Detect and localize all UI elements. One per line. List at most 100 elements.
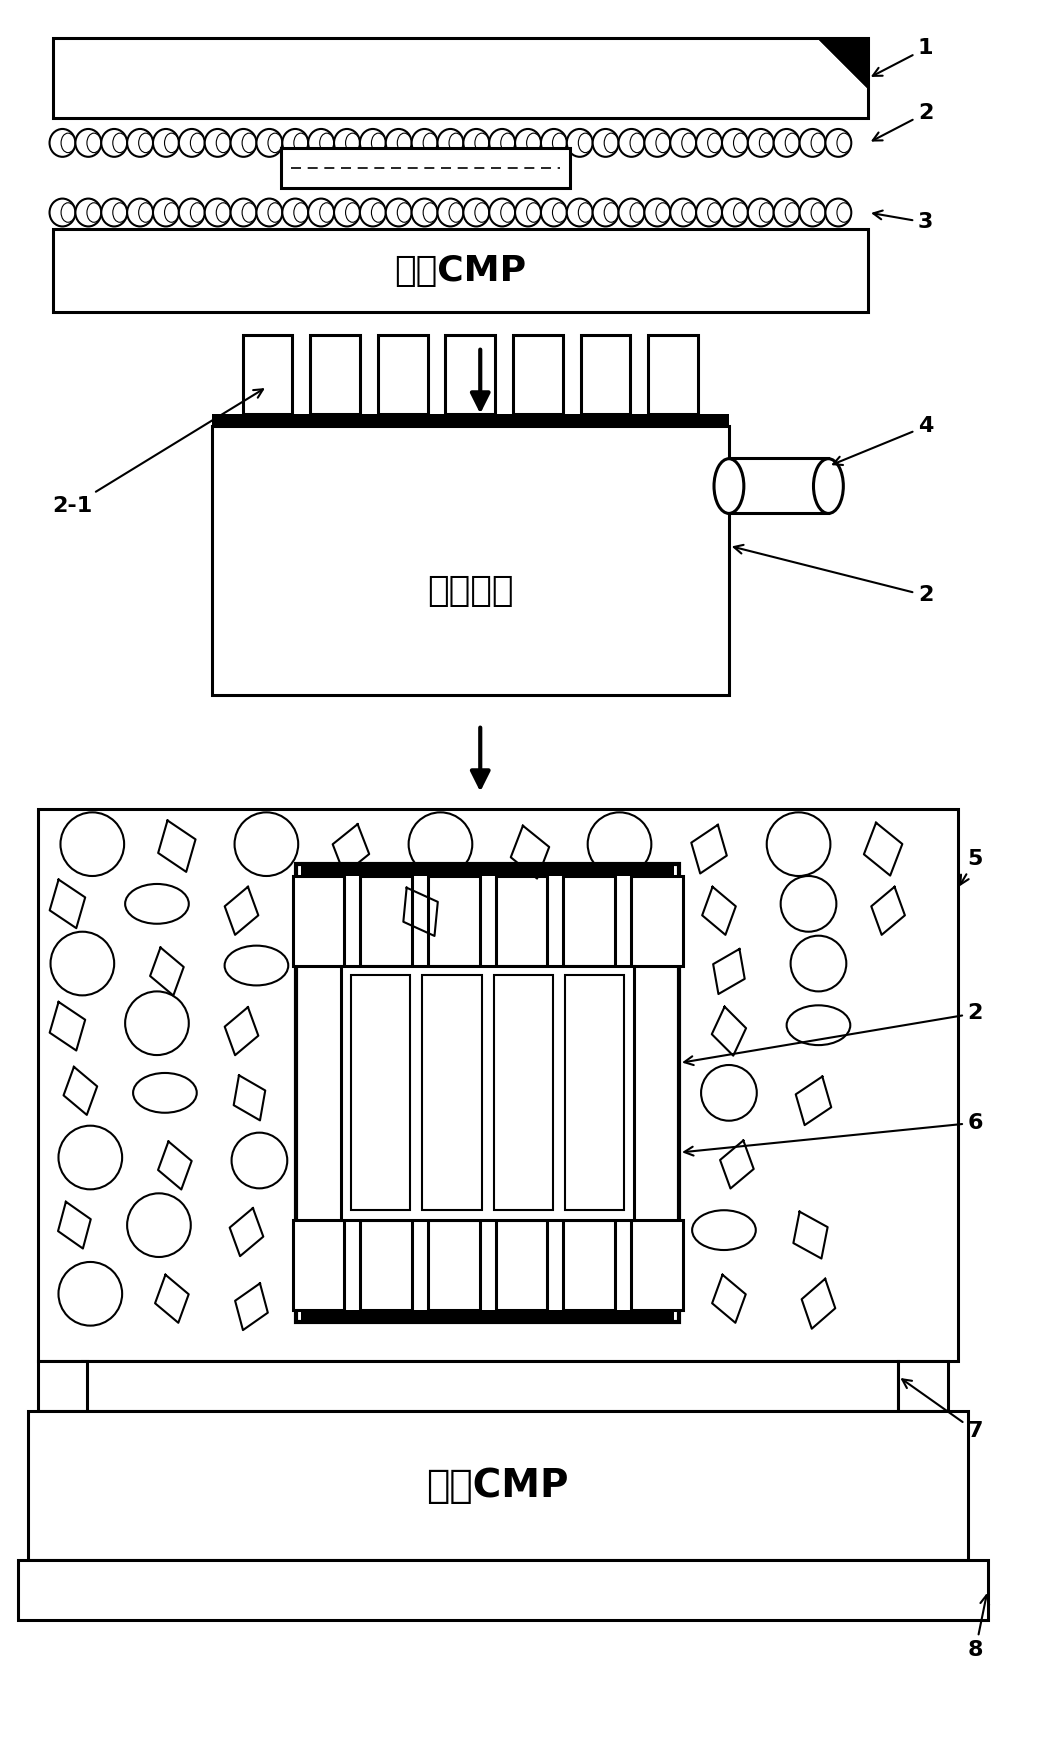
Ellipse shape (50, 130, 75, 156)
Ellipse shape (825, 130, 851, 156)
Ellipse shape (515, 130, 541, 156)
Bar (310, 335, 360, 414)
Ellipse shape (463, 130, 490, 156)
Ellipse shape (127, 130, 153, 156)
Ellipse shape (371, 203, 385, 223)
Ellipse shape (61, 133, 75, 153)
Ellipse shape (179, 130, 205, 156)
Ellipse shape (411, 130, 438, 156)
Ellipse shape (618, 130, 645, 156)
Ellipse shape (708, 133, 722, 153)
Ellipse shape (773, 130, 800, 156)
Ellipse shape (320, 203, 333, 223)
Bar (649, 335, 698, 414)
Ellipse shape (225, 945, 288, 986)
Ellipse shape (190, 203, 205, 223)
Text: 1: 1 (872, 39, 934, 75)
Text: 6: 6 (685, 1112, 983, 1156)
Ellipse shape (515, 198, 541, 226)
Bar (282, 147, 570, 188)
Ellipse shape (785, 203, 799, 223)
Ellipse shape (398, 133, 411, 153)
Bar (513, 335, 562, 414)
Ellipse shape (682, 203, 695, 223)
Ellipse shape (526, 133, 540, 153)
Ellipse shape (165, 133, 178, 153)
Ellipse shape (231, 130, 256, 156)
Bar (580, 335, 631, 414)
Ellipse shape (733, 133, 747, 153)
Text: 2: 2 (734, 545, 934, 605)
Bar (212, 426, 729, 695)
Ellipse shape (501, 203, 515, 223)
Ellipse shape (283, 130, 308, 156)
Ellipse shape (346, 203, 360, 223)
Bar (428, 1221, 480, 1310)
Ellipse shape (696, 198, 722, 226)
Bar (428, 875, 480, 965)
Ellipse shape (748, 130, 773, 156)
Ellipse shape (811, 203, 825, 223)
Ellipse shape (490, 130, 515, 156)
Ellipse shape (837, 133, 851, 153)
Bar (898, 1361, 947, 1412)
Ellipse shape (811, 133, 825, 153)
Ellipse shape (334, 198, 360, 226)
Ellipse shape (785, 133, 799, 153)
Ellipse shape (593, 198, 618, 226)
Bar (292, 875, 345, 965)
Ellipse shape (692, 1210, 755, 1251)
Ellipse shape (670, 130, 696, 156)
Circle shape (60, 812, 124, 875)
Ellipse shape (242, 203, 256, 223)
Ellipse shape (423, 203, 437, 223)
Ellipse shape (127, 198, 153, 226)
Polygon shape (819, 39, 868, 88)
Ellipse shape (645, 198, 670, 226)
Ellipse shape (475, 203, 488, 223)
Ellipse shape (113, 133, 127, 153)
Ellipse shape (256, 198, 283, 226)
Ellipse shape (526, 203, 540, 223)
Circle shape (51, 931, 114, 995)
Ellipse shape (490, 198, 515, 226)
Ellipse shape (813, 460, 843, 514)
Ellipse shape (449, 203, 463, 223)
Ellipse shape (787, 1005, 850, 1045)
Bar (361, 1221, 413, 1310)
Ellipse shape (304, 884, 368, 924)
Ellipse shape (541, 198, 567, 226)
Ellipse shape (760, 203, 773, 223)
Ellipse shape (138, 203, 153, 223)
Bar (729, 458, 828, 512)
Ellipse shape (722, 198, 748, 226)
Ellipse shape (101, 130, 127, 156)
Bar (296, 865, 679, 1323)
Ellipse shape (126, 884, 189, 924)
Text: 整体CMP: 整体CMP (426, 1466, 569, 1505)
Ellipse shape (656, 133, 670, 153)
Text: 激光刻蚀: 激光刻蚀 (427, 574, 514, 607)
Circle shape (408, 812, 473, 875)
Circle shape (588, 812, 651, 875)
Bar (212, 414, 729, 426)
Ellipse shape (645, 130, 670, 156)
Ellipse shape (133, 1073, 196, 1112)
Bar (27, 1412, 967, 1561)
Ellipse shape (138, 133, 153, 153)
Ellipse shape (475, 133, 488, 153)
Ellipse shape (101, 198, 127, 226)
Ellipse shape (87, 203, 101, 223)
Ellipse shape (593, 130, 618, 156)
Ellipse shape (578, 203, 592, 223)
Text: 3: 3 (874, 210, 934, 233)
Text: 2: 2 (685, 1003, 983, 1065)
Ellipse shape (153, 198, 179, 226)
Ellipse shape (722, 130, 748, 156)
Ellipse shape (165, 203, 178, 223)
Ellipse shape (294, 203, 308, 223)
Ellipse shape (553, 203, 567, 223)
Ellipse shape (800, 130, 825, 156)
Bar (82, 1361, 898, 1412)
Ellipse shape (438, 130, 463, 156)
